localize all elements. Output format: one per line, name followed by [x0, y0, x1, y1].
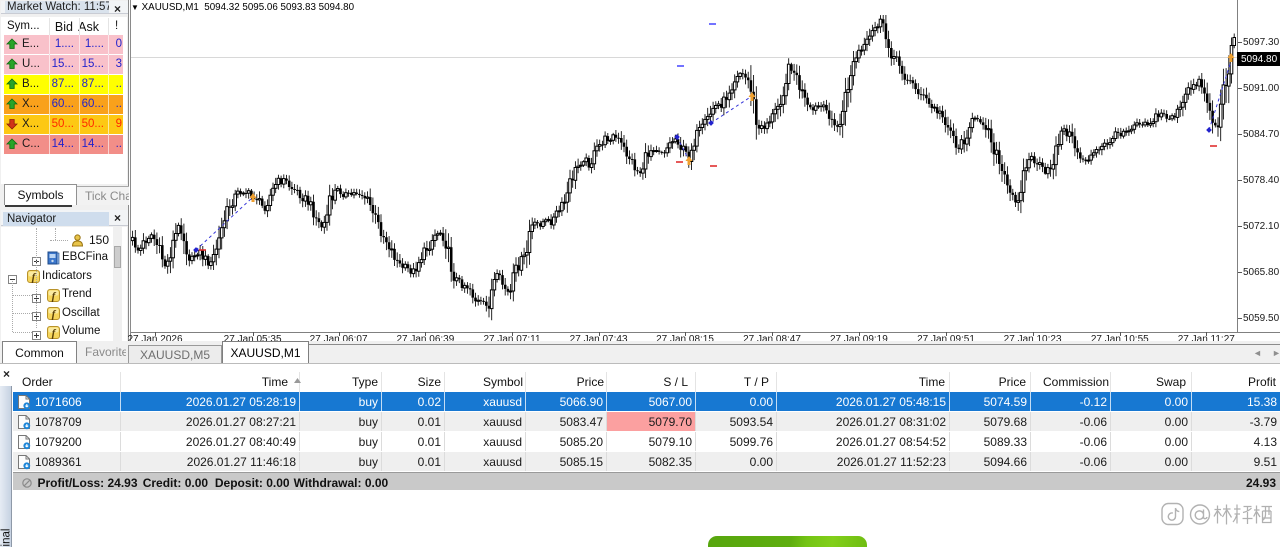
svg-text:Terminal: Terminal — [1, 529, 13, 547]
svg-text:f: f — [32, 272, 37, 284]
svg-text:f: f — [52, 328, 57, 340]
svg-text:f: f — [52, 291, 57, 303]
svg-text:f: f — [52, 309, 57, 321]
